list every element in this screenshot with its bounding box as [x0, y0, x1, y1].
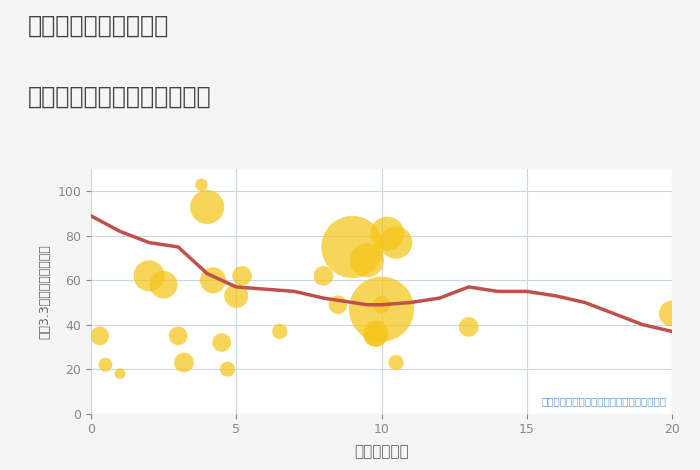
Point: [222, 365, 233, 373]
Point: [207, 276, 218, 284]
Point: [666, 310, 678, 317]
Point: [172, 332, 183, 340]
Point: [274, 328, 286, 335]
Point: [376, 301, 387, 308]
Point: [361, 257, 372, 264]
Point: [332, 301, 344, 308]
Point: [346, 243, 358, 251]
Point: [370, 330, 382, 337]
Point: [216, 339, 228, 346]
Point: [196, 181, 207, 188]
Point: [144, 272, 155, 280]
Point: [370, 332, 382, 340]
Text: 円の大きさは、取引のあった物件面積を示す: 円の大きさは、取引のあった物件面積を示す: [541, 396, 666, 406]
Point: [202, 203, 213, 211]
Point: [382, 230, 393, 237]
Point: [463, 323, 475, 331]
Point: [318, 272, 329, 280]
Y-axis label: 坪（3.3㎡）単価（万円）: 坪（3.3㎡）単価（万円）: [38, 244, 52, 339]
Point: [237, 272, 248, 280]
Point: [231, 292, 242, 299]
Point: [114, 370, 126, 377]
Text: 奈良県橿原市新堂町の: 奈良県橿原市新堂町の: [28, 14, 169, 38]
Point: [100, 361, 111, 368]
X-axis label: 駅距離（分）: 駅距離（分）: [354, 445, 409, 460]
Text: 駅距離別中古マンション価格: 駅距離別中古マンション価格: [28, 85, 211, 109]
Point: [391, 239, 402, 246]
Point: [178, 359, 190, 366]
Point: [391, 359, 402, 366]
Point: [94, 332, 105, 340]
Point: [376, 306, 387, 313]
Point: [158, 281, 169, 289]
